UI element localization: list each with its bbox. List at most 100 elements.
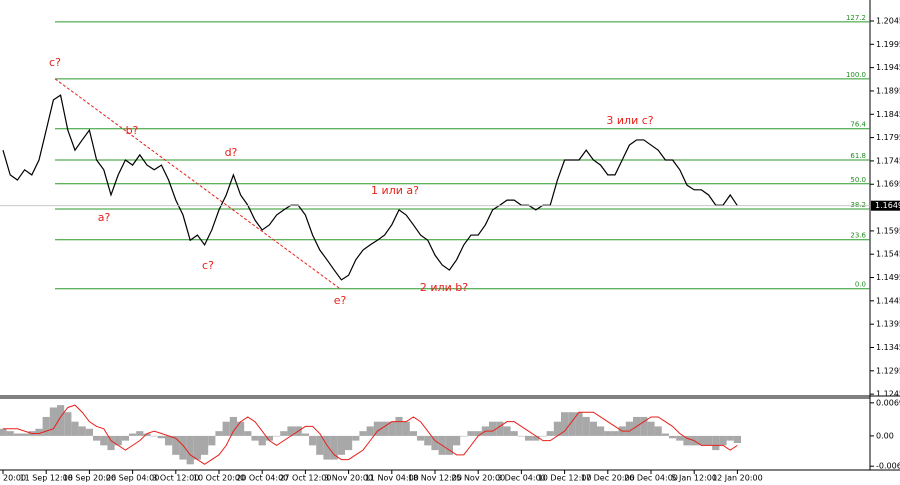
fib-label: 38.2	[850, 201, 866, 209]
histogram-bar	[237, 421, 245, 436]
histogram-bar	[301, 433, 309, 436]
histogram-bar	[193, 435, 201, 460]
histogram-bar	[309, 435, 317, 446]
histogram-bar	[337, 435, 345, 455]
y-tick-label: 1.2045	[876, 16, 900, 25]
signal-line	[3, 404, 738, 465]
histogram-bar	[150, 435, 158, 437]
histogram-bar	[697, 435, 705, 446]
wave-label: c?	[202, 259, 214, 272]
histogram-bar	[424, 435, 432, 446]
histogram-bar	[395, 416, 403, 436]
y-tick-label: 1.1395	[876, 320, 900, 329]
histogram-bar	[280, 431, 288, 436]
histogram-bar	[229, 416, 237, 436]
histogram-bar	[654, 426, 662, 436]
fib-label: 61.8	[850, 152, 866, 160]
wave-label: c?	[49, 56, 61, 69]
current-price-label: 1.1649	[875, 201, 900, 210]
histogram-bar	[215, 431, 223, 436]
x-tick-label: 3 Oct 12:00	[152, 474, 199, 483]
histogram-bar	[517, 435, 525, 437]
y-tick-label: 1.1695	[876, 180, 900, 189]
x-tick-label: 11 Sep 12:00	[19, 474, 72, 483]
histogram-bar	[676, 435, 684, 441]
histogram-bar	[546, 431, 554, 436]
y-tick-label: 0.00	[876, 431, 894, 440]
histogram-bar	[78, 426, 86, 436]
x-tick-label: 20:00	[3, 474, 26, 483]
histogram-bar	[71, 421, 79, 436]
histogram-bar	[21, 433, 29, 436]
histogram-bar	[6, 431, 14, 436]
histogram-bar	[186, 435, 194, 465]
histogram-bar	[575, 412, 583, 436]
histogram-bar	[647, 421, 655, 436]
histogram-bar	[597, 426, 605, 436]
histogram-bar	[251, 435, 259, 441]
fib-label: 127.2	[846, 14, 866, 22]
histogram-bar	[13, 433, 21, 436]
x-tick-label: 3 Dec 04:00	[497, 474, 546, 483]
histogram-bar	[496, 421, 504, 436]
histogram-bar	[93, 435, 101, 441]
histogram-bar	[85, 428, 93, 436]
y-tick-label: 1.1345	[876, 343, 900, 352]
y-tick-label: 1.1595	[876, 226, 900, 235]
y-tick-label: 1.1745	[876, 156, 900, 165]
histogram-bar	[539, 435, 547, 437]
x-tick-label: 27 Oct 12:00	[279, 474, 331, 483]
histogram-bar	[57, 405, 65, 436]
wave-label: b?	[126, 124, 139, 137]
histogram-bar	[49, 407, 57, 436]
histogram-bar	[172, 435, 180, 455]
fib-label: 50.0	[850, 176, 866, 184]
histogram-bar	[417, 435, 425, 441]
histogram-bar	[0, 428, 7, 436]
histogram-bar	[345, 435, 353, 451]
x-tick-label: 26 Sep 04:00	[106, 474, 159, 483]
histogram-bar	[489, 421, 497, 436]
histogram-bar	[453, 435, 461, 446]
histogram-bar	[244, 431, 252, 436]
histogram-bar	[712, 435, 720, 451]
x-tick-label: 10 Oct 20:00	[193, 474, 245, 483]
histogram-bar	[568, 412, 576, 436]
histogram-bar	[640, 416, 648, 436]
histogram-bar	[409, 431, 417, 436]
histogram-bar	[460, 435, 468, 437]
x-tick-label: 3 Nov 20:00	[324, 474, 373, 483]
x-tick-label: 12 Jan 20:00	[712, 474, 763, 483]
histogram-bar	[352, 435, 360, 441]
wave-label: a?	[98, 211, 111, 224]
histogram-bar	[287, 426, 295, 436]
histogram-bar	[136, 431, 144, 436]
histogram-bar	[165, 435, 173, 446]
histogram-bar	[381, 421, 389, 436]
histogram-bar	[201, 435, 209, 455]
histogram-bar	[373, 421, 381, 436]
histogram-bar	[503, 426, 511, 436]
y-tick-label: 0.00698	[876, 398, 900, 407]
y-tick-label: 1.1795	[876, 133, 900, 142]
x-tick-label: 5 Jan 12:00	[671, 474, 717, 483]
histogram-bar	[258, 435, 266, 446]
wave-label: e?	[334, 294, 347, 307]
histogram-bar	[582, 416, 590, 436]
y-tick-label: 1.1295	[876, 366, 900, 375]
histogram-bar	[179, 435, 187, 460]
histogram-bar	[525, 435, 533, 441]
histogram-bar	[208, 435, 216, 446]
histogram-bar	[474, 431, 482, 436]
price-line	[2, 94, 738, 281]
histogram-bar	[316, 435, 324, 455]
histogram-bar	[705, 435, 713, 446]
wave-label: d?	[225, 146, 238, 159]
fib-label: 23.6	[850, 232, 866, 240]
y-tick-label: 1.1445	[876, 296, 900, 305]
current-price-box	[871, 200, 900, 211]
histogram-bar	[330, 435, 338, 460]
histogram-bar	[669, 435, 677, 439]
histogram-bar	[402, 421, 410, 436]
